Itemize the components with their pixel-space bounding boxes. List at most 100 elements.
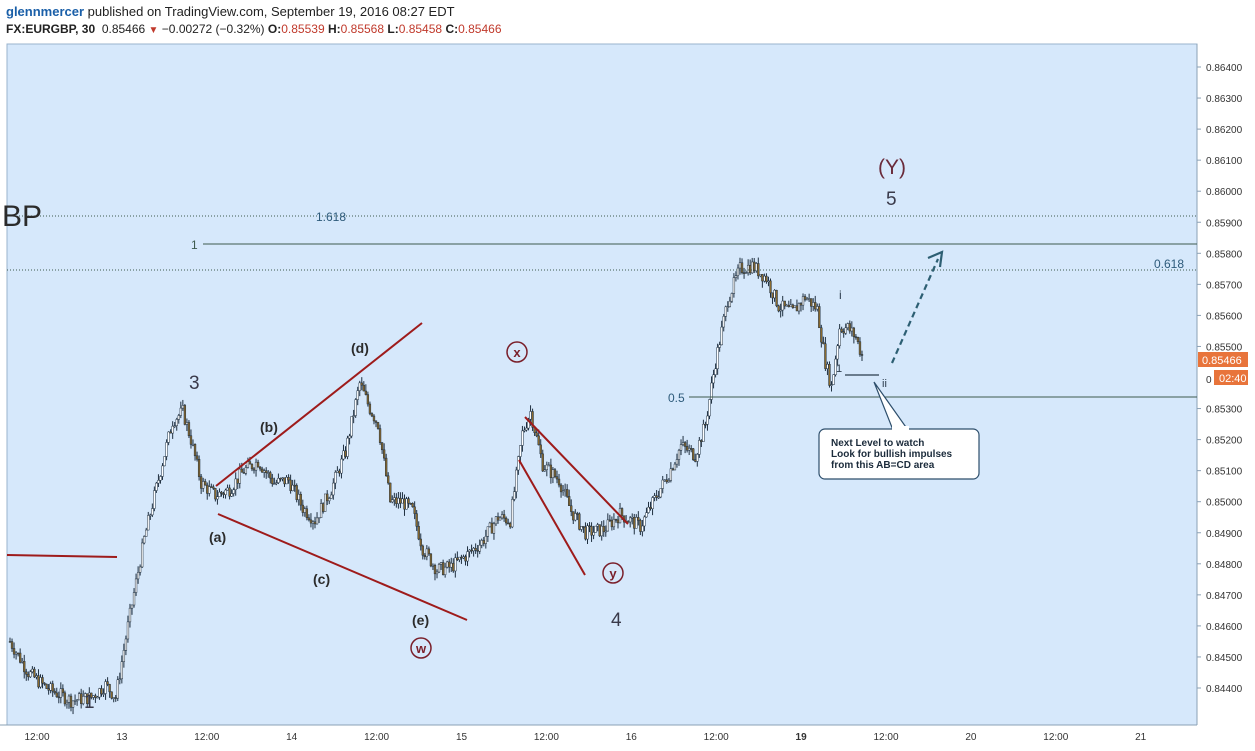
candle-body (531, 411, 534, 428)
candle-body (59, 688, 62, 698)
candle-body (35, 675, 38, 678)
candle-body (606, 519, 609, 532)
candle-body (100, 688, 103, 695)
candle-body (403, 498, 406, 510)
candle-body (45, 683, 48, 689)
plot-area[interactable] (6, 43, 1198, 726)
candle-body (427, 548, 431, 555)
candle-body (372, 415, 376, 422)
candle-body (39, 677, 42, 688)
candle-body (61, 688, 65, 694)
candle-body (25, 671, 28, 675)
candle-body (700, 440, 703, 442)
x-tick-label: 15 (456, 732, 468, 743)
candle-body (415, 513, 418, 527)
triangle-upper-line[interactable] (215, 322, 423, 487)
candle-body (541, 453, 544, 472)
candle-body (303, 508, 306, 513)
close-label: C: (445, 22, 459, 36)
candle-body (126, 621, 130, 640)
candle-body (47, 688, 50, 691)
y-tick-label: 0.85000 (1206, 498, 1243, 509)
candle-body (557, 478, 561, 486)
candle-body (773, 289, 776, 299)
candle-body (340, 458, 343, 474)
candle-body (104, 681, 107, 694)
wedge-lower-line[interactable] (518, 459, 586, 576)
candle-body (206, 484, 209, 494)
candle-body (368, 403, 372, 414)
candle-body (437, 564, 441, 573)
time-axis[interactable] (0, 725, 1255, 751)
author-link[interactable]: glennmercer (6, 4, 85, 19)
candle-body (468, 549, 471, 552)
candle-body (515, 469, 518, 492)
candle-body (525, 427, 528, 431)
candle-body (16, 652, 20, 655)
candle-body (852, 327, 856, 337)
candle-body (275, 482, 278, 484)
candle-body (364, 390, 367, 395)
candle-body (80, 693, 83, 704)
trendline-left[interactable] (6, 554, 118, 558)
candle-body (122, 650, 126, 662)
candle-body (559, 484, 563, 493)
candle-body (332, 482, 335, 496)
candle-body (380, 442, 384, 451)
candle-body (832, 374, 835, 385)
candle-body (563, 489, 567, 491)
candle-body (521, 430, 524, 446)
candle-body (513, 491, 516, 500)
candle-body (401, 498, 404, 504)
projection-arrow[interactable] (890, 258, 940, 364)
candle-body (326, 493, 329, 502)
candle-body (248, 461, 252, 465)
y-tick-label: 0.86200 (1206, 125, 1243, 136)
x-tick-label: 12:00 (194, 732, 219, 743)
candle-body (738, 262, 742, 269)
y-tick-label: 0.86100 (1206, 156, 1243, 167)
candle-body (561, 490, 565, 493)
x-tick-label: 13 (116, 732, 128, 743)
candle-body (612, 519, 616, 528)
candle-body (492, 523, 496, 534)
y-tick-label: 0.86400 (1206, 63, 1243, 74)
candle-body (287, 477, 290, 481)
y-tick-label: 0.86000 (1206, 187, 1243, 198)
candle-body (551, 469, 555, 479)
price-chart[interactable]: 0.86400 0.86300 0.86200 0.86100 0.86000 0.859… (0, 40, 1255, 751)
candle-body (224, 489, 227, 495)
candle-body (850, 327, 853, 332)
x-tick-label: 12:00 (534, 732, 559, 743)
candle-body (220, 491, 223, 494)
candle-body (688, 448, 691, 451)
candle-body (344, 450, 347, 457)
candle-body (63, 692, 67, 705)
candle-body (620, 508, 624, 517)
candle-body (338, 470, 341, 474)
candle-body (781, 300, 784, 311)
candle-body (155, 482, 158, 491)
y-tick-label: 0.84800 (1206, 560, 1243, 571)
candle-body (165, 442, 168, 457)
candle-body (210, 486, 213, 488)
candle-body (860, 354, 864, 356)
candle-body (301, 504, 304, 513)
candle-body (12, 648, 16, 655)
candle-body (71, 700, 75, 708)
x-tick-label: 14 (286, 732, 298, 743)
candle-body (460, 556, 463, 559)
candle-body (553, 469, 557, 477)
wedge-upper-line[interactable] (524, 416, 629, 525)
candle-body (395, 497, 398, 504)
candle-body (120, 661, 123, 680)
triangle-lower-line[interactable] (217, 513, 468, 621)
candle-body (651, 497, 654, 510)
candle-body (88, 692, 91, 705)
candle-body (566, 489, 569, 497)
candle-body (124, 638, 128, 651)
candle-body (814, 302, 817, 310)
candle-body (128, 607, 132, 623)
y-tick-label: 0.84600 (1206, 622, 1243, 633)
chart-header: glennmercer published on TradingView.com… (0, 0, 1255, 40)
